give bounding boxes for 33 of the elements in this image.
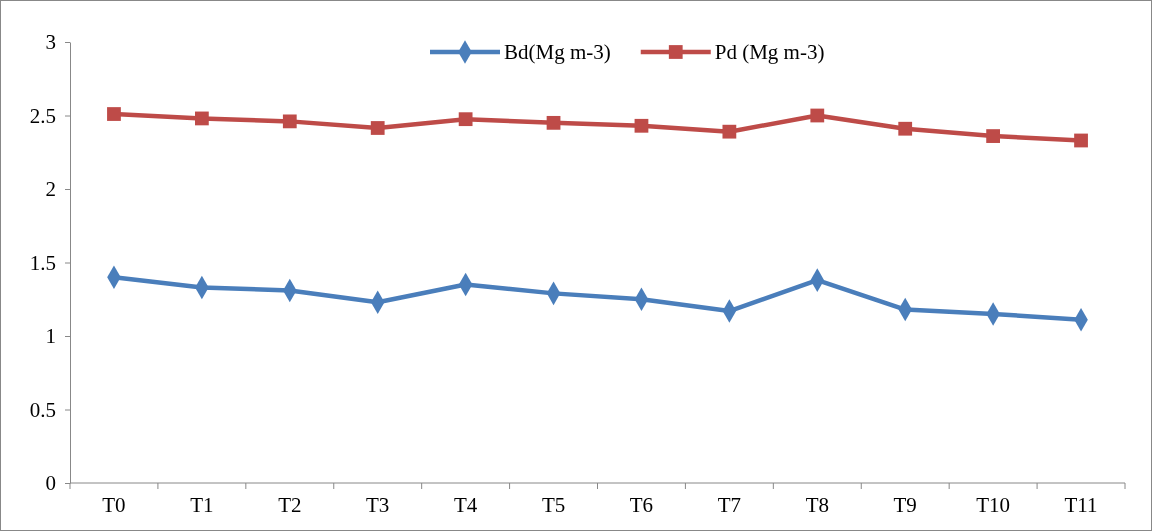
point <box>194 111 209 126</box>
point <box>282 114 297 129</box>
x-tick-label: T4 <box>453 493 478 517</box>
point <box>370 121 385 135</box>
x-tick-label: T11 <box>1064 493 1098 517</box>
legend-label: Bd(Mg m-3) <box>504 40 611 64</box>
point <box>634 118 649 133</box>
y-tick-label: 1 <box>45 324 56 349</box>
point <box>1074 133 1088 148</box>
point <box>986 129 1001 143</box>
x-tick-label: T2 <box>278 493 302 517</box>
point <box>546 115 561 130</box>
point <box>458 112 473 127</box>
y-tick-label: 0 <box>45 471 56 496</box>
x-tick-label: T8 <box>805 493 829 517</box>
y-tick-label: 1.5 <box>29 250 56 275</box>
x-tick-label: T1 <box>190 493 214 517</box>
x-tick-label: T6 <box>629 493 654 517</box>
y-tick-label: 2 <box>45 177 56 202</box>
x-tick-label: T7 <box>717 493 742 517</box>
x-tick-label: T5 <box>541 493 566 517</box>
x-tick-label: T3 <box>366 493 390 517</box>
point <box>810 108 825 123</box>
legend-label: Pd (Mg m-3) <box>714 40 825 64</box>
point <box>107 107 121 121</box>
x-tick-label: T9 <box>893 493 917 517</box>
y-tick-label: 2.5 <box>29 103 56 128</box>
x-tick-label: T0 <box>102 493 126 517</box>
point <box>898 121 913 136</box>
x-tick-label: T10 <box>976 493 1011 517</box>
y-tick-label: 3 <box>45 30 56 55</box>
y-tick-label: 0.5 <box>29 397 56 422</box>
point <box>722 124 737 139</box>
